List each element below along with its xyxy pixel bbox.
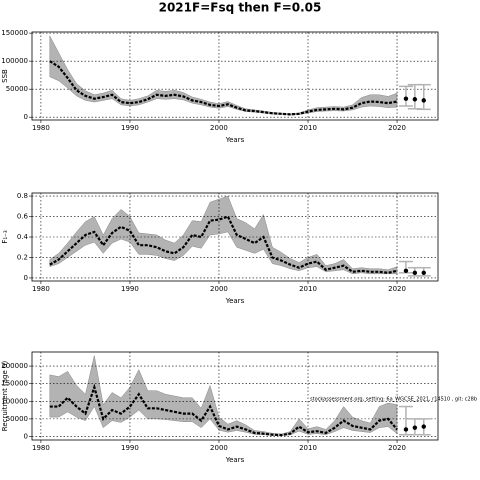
forecast-point <box>412 97 418 102</box>
axes-frame <box>31 351 439 441</box>
y-tick-label: 200000 <box>1 362 28 370</box>
forecast-point <box>403 268 409 273</box>
axes-frame <box>31 192 439 282</box>
forecast-point <box>412 425 418 430</box>
x-tick-label: 1990 <box>121 285 139 293</box>
y-tick-label: 50000 <box>6 415 28 423</box>
y-tick-label: 100000 <box>1 397 28 405</box>
axes-frame <box>31 31 439 121</box>
x-tick-label: 2010 <box>299 444 317 452</box>
forecast-point <box>412 270 418 276</box>
x-tick-label: 1990 <box>121 444 139 452</box>
x-tick-label: 2020 <box>388 124 406 132</box>
forecast-point <box>421 424 426 429</box>
forecast-point <box>421 98 426 103</box>
y-tick-label: 0.4 <box>17 233 29 241</box>
x-tick-label: 1980 <box>32 444 50 452</box>
forecast-point <box>403 427 409 432</box>
confidence-band <box>49 195 398 275</box>
estimate-line <box>49 60 398 116</box>
y-tick-label: 0 <box>24 432 28 440</box>
confidence-band <box>49 35 398 116</box>
x-tick-label: 2010 <box>299 285 317 293</box>
y-tick-label: 100000 <box>1 57 28 65</box>
y-tick-label: 150000 <box>1 29 28 37</box>
x-tick-label: 2000 <box>210 285 228 293</box>
y-tick-label: 150000 <box>1 380 28 388</box>
y-tick-label: 0.8 <box>17 192 28 200</box>
x-axis-label: Years <box>225 297 245 305</box>
forecast-point <box>421 270 426 276</box>
estimate-line <box>49 383 398 437</box>
y-tick-label: 0.6 <box>17 213 29 221</box>
x-tick-label: 2000 <box>210 444 228 452</box>
annotation: stockassessment.org, setting: 6a_WGCSE_2… <box>310 397 477 403</box>
x-tick-label: 1980 <box>32 285 50 293</box>
forecast-point <box>403 96 409 101</box>
x-tick-label: 2000 <box>210 124 228 132</box>
y-tick-label: 0 <box>24 274 28 282</box>
x-tick-label: 2020 <box>388 444 406 452</box>
estimate-line <box>49 215 398 274</box>
figure-title: 2021F=Fsq then F=0.05 <box>159 1 322 15</box>
y-tick-label: 50000 <box>6 85 28 93</box>
y-axis-label: SSB <box>1 69 9 83</box>
y-tick-label: 0.2 <box>17 253 28 261</box>
x-tick-label: 1990 <box>121 124 139 132</box>
x-tick-label: 1980 <box>32 124 50 132</box>
y-axis-label: Recruitment (age 0) <box>1 361 9 432</box>
x-axis-label: Years <box>225 136 245 144</box>
x-tick-label: 2020 <box>388 285 406 293</box>
y-tick-label: 0 <box>24 113 28 121</box>
y-axis-label: F₁₋₃ <box>1 230 9 244</box>
x-tick-label: 2010 <box>299 124 317 132</box>
x-axis-label: Years <box>225 456 245 464</box>
